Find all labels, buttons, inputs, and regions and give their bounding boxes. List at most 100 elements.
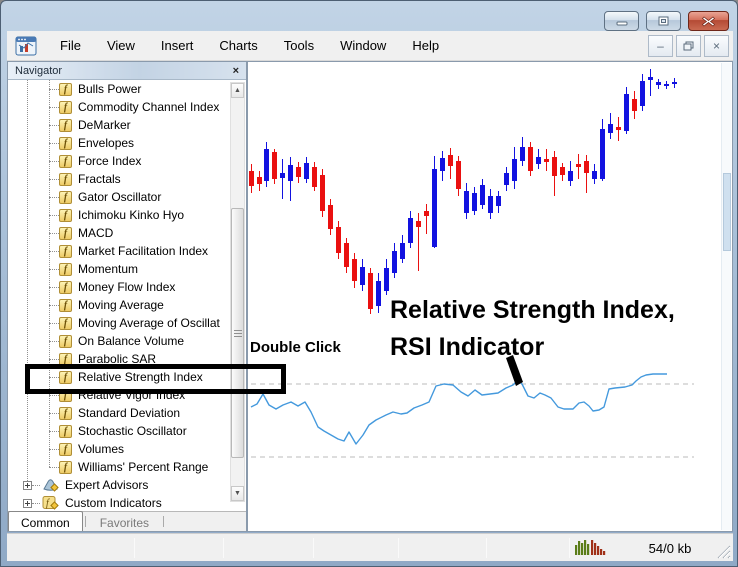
indicator-icon: f xyxy=(59,424,72,438)
tree-connector xyxy=(49,340,59,342)
tree-connector xyxy=(49,430,59,432)
indicator-icon: f xyxy=(59,370,72,384)
hat-icon xyxy=(43,479,59,492)
tree-item-parabolic-sar[interactable]: f Parabolic SAR xyxy=(8,350,246,368)
indicator-icon: f xyxy=(59,82,72,96)
maximize-icon xyxy=(658,16,669,26)
menu-item-insert[interactable]: Insert xyxy=(160,38,194,53)
tree-item-commodity-channel-index[interactable]: f Commodity Channel Index xyxy=(8,98,246,116)
tree-item-stochastic-oscillator[interactable]: f Stochastic Oscillator xyxy=(8,422,246,440)
child-close-button[interactable]: × xyxy=(704,35,729,57)
tree-item-label: Gator Oscillator xyxy=(78,190,162,204)
tree-guide-line xyxy=(49,80,50,467)
tree-guide-line xyxy=(27,80,28,485)
scroll-down-icon[interactable]: ▼ xyxy=(231,486,244,501)
tree-item-label: Money Flow Index xyxy=(78,280,176,294)
menu-item-tools[interactable]: Tools xyxy=(283,38,315,53)
tree-connector xyxy=(49,268,59,270)
tree-item-moving-average[interactable]: f Moving Average xyxy=(8,296,246,314)
tree-item-moving-average-of-oscillat[interactable]: f Moving Average of Oscillat xyxy=(8,314,246,332)
chart-scrollbar-thumb[interactable] xyxy=(723,173,731,251)
tree-item-standard-deviation[interactable]: f Standard Deviation xyxy=(8,404,246,422)
child-minimize-button[interactable]: – xyxy=(648,35,673,57)
minimize-button[interactable] xyxy=(604,11,639,31)
tab-favorites[interactable]: Favorites xyxy=(99,515,150,530)
tab-divider xyxy=(84,516,86,527)
child-restore-icon xyxy=(683,41,694,51)
status-separator xyxy=(313,538,314,558)
scrollbar-thumb[interactable] xyxy=(231,208,244,458)
tree-item-label: Moving Average of Oscillat xyxy=(78,316,220,330)
indicator-icon: f xyxy=(59,298,72,312)
navigator-scrollbar[interactable]: ▲ ▼ xyxy=(230,82,245,502)
menu-item-file[interactable]: File xyxy=(60,38,81,53)
tree-group-label: Expert Advisors xyxy=(65,478,149,492)
traffic-label: 54/0 kb xyxy=(648,541,692,556)
tree-item-label: On Balance Volume xyxy=(78,334,185,348)
tree-item-market-facilitation-index[interactable]: f Market Facilitation Index xyxy=(8,242,246,260)
tree-item-envelopes[interactable]: f Envelopes xyxy=(8,134,246,152)
tree-connector xyxy=(49,394,59,396)
tree-item-momentum[interactable]: f Momentum xyxy=(8,260,246,278)
tree-item-label: Parabolic SAR xyxy=(78,352,157,366)
indicator-icon: f xyxy=(59,316,72,330)
tree-item-money-flow-index[interactable]: f Money Flow Index xyxy=(8,278,246,296)
tree-item-force-index[interactable]: f Force Index xyxy=(8,152,246,170)
navigator-tabs: Common Favorites xyxy=(8,511,246,531)
maximize-button[interactable] xyxy=(646,11,681,31)
tree-item-label: Momentum xyxy=(78,262,139,276)
tree-item-macd[interactable]: f MACD xyxy=(8,224,246,242)
tree-item-demarker[interactable]: f DeMarker xyxy=(8,116,246,134)
tab-common[interactable]: Common xyxy=(8,511,83,531)
indicator-icon: f xyxy=(59,406,72,420)
tree-group-custom-indicators[interactable]: f Custom Indicators xyxy=(8,494,246,512)
chart-scrollbar[interactable] xyxy=(721,63,731,530)
tree-connector xyxy=(49,124,59,126)
menu-item-help[interactable]: Help xyxy=(412,38,440,53)
tree-item-volumes[interactable]: f Volumes xyxy=(8,440,246,458)
navigator-close-icon[interactable]: × xyxy=(232,64,239,77)
indicator-icon: f xyxy=(59,208,72,222)
tree-connector xyxy=(49,160,59,162)
child-restore-button[interactable] xyxy=(676,35,701,57)
tree-item-label: Commodity Channel Index xyxy=(78,100,220,114)
tree-item-label: Moving Average xyxy=(78,298,164,312)
tree-item-on-balance-volume[interactable]: f On Balance Volume xyxy=(8,332,246,350)
tree-item-relative-strength-index[interactable]: f Relative Strength Index xyxy=(8,368,246,386)
status-bar: 54/0 kb xyxy=(7,533,733,561)
navigator-header: Navigator × xyxy=(8,62,246,80)
tree-connector xyxy=(49,376,59,378)
expand-plus-icon[interactable] xyxy=(23,498,32,508)
menu-item-view[interactable]: View xyxy=(106,38,135,53)
chart-window[interactable]: Double Click Relative Strength Index, RS… xyxy=(247,61,733,532)
rsi-caption-line2: RSI Indicator xyxy=(390,333,545,361)
tree-connector xyxy=(32,484,40,486)
close-button[interactable] xyxy=(688,11,729,31)
rsi-caption-line1: Relative Strength Index, xyxy=(390,296,675,324)
tree-item-bulls-power[interactable]: f Bulls Power xyxy=(8,80,246,98)
expand-plus-icon[interactable] xyxy=(23,480,32,490)
price-chart xyxy=(249,69,694,458)
menu-item-window[interactable]: Window xyxy=(340,38,387,53)
tree-item-ichimoku-kinko-hyo[interactable]: f Ichimoku Kinko Hyo xyxy=(8,206,246,224)
tree-item-williams-percent-range[interactable]: f Williams' Percent Range xyxy=(8,458,246,476)
navigator-title: Navigator xyxy=(15,64,63,77)
menu-item-charts[interactable]: Charts xyxy=(219,38,258,53)
tree-connector xyxy=(49,358,59,360)
scroll-up-icon[interactable]: ▲ xyxy=(231,83,244,98)
tree-connector xyxy=(49,232,59,234)
tree-connector xyxy=(49,250,59,252)
indicator-icon: f xyxy=(59,226,72,240)
svg-text:f: f xyxy=(46,498,50,509)
double-click-annotation: Double Click xyxy=(250,339,341,356)
child-close-icon: × xyxy=(712,39,720,53)
tree-group-expert-advisors[interactable]: Expert Advisors xyxy=(8,476,246,494)
tree-item-label: Envelopes xyxy=(78,136,135,150)
tree-item-fractals[interactable]: f Fractals xyxy=(8,170,246,188)
indicator-icon: f xyxy=(59,190,72,204)
tree-item-gator-oscillator[interactable]: f Gator Oscillator xyxy=(8,188,246,206)
tree-connector xyxy=(49,106,59,108)
status-separator xyxy=(223,538,224,558)
resize-grip[interactable] xyxy=(716,544,731,559)
tree-item-label: Standard Deviation xyxy=(78,406,181,420)
